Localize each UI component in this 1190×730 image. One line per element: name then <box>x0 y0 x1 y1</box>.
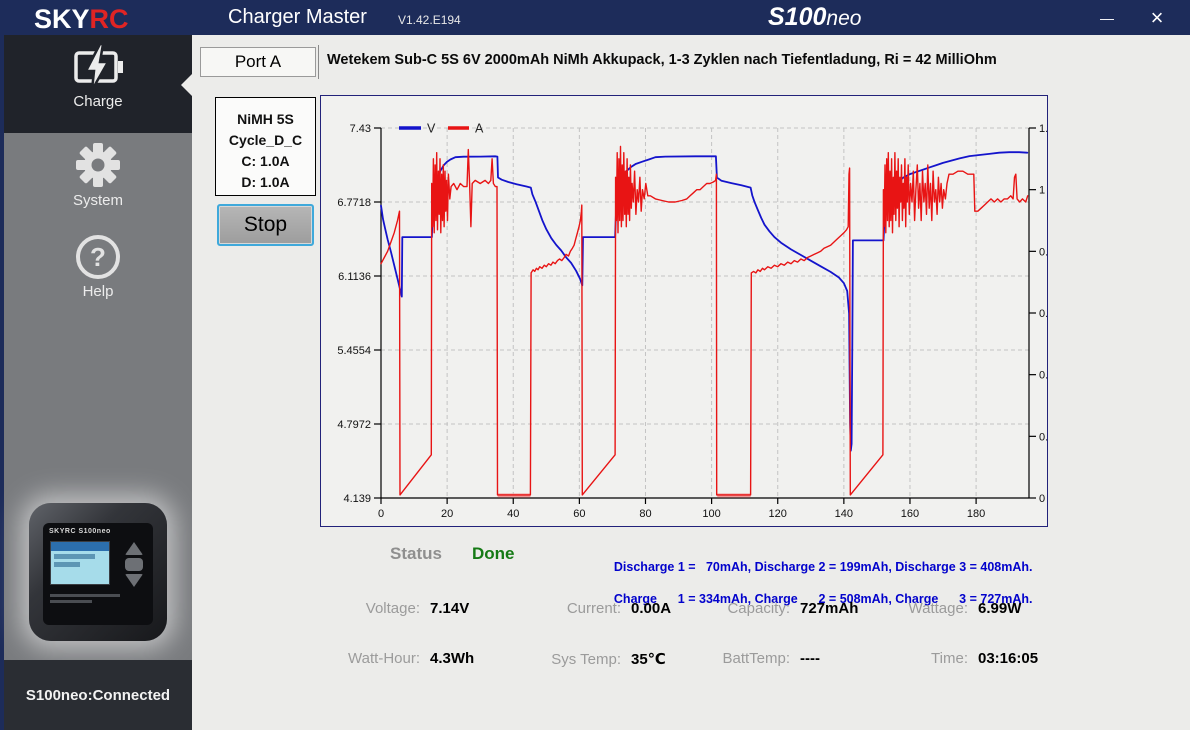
device-image: SKYRC S100neo <box>29 503 167 641</box>
charge-graph: 7.43 6.7718 6.1136 5.4554 4.7972 4.139 1.2 1 0.8… <box>320 95 1048 527</box>
connection-status-text: S100neo:Connected <box>25 686 171 704</box>
batt-temp-label: BattTemp: <box>722 650 790 667</box>
svg-text:6.1136: 6.1136 <box>338 271 371 283</box>
cycle-summary-line2: Charge 1 = 334mAh, Charge 2 = 508mAh, Ch… <box>613 592 1033 606</box>
device-lcd-screen <box>50 541 110 585</box>
svg-text:80: 80 <box>639 508 651 520</box>
capacity-label: Capacity: <box>727 600 790 617</box>
status-label: Status <box>390 544 442 563</box>
svg-text:0.2: 0.2 <box>1039 431 1047 443</box>
sys-temp-label: Sys Temp: <box>551 651 621 668</box>
svg-text:?: ? <box>90 242 106 272</box>
sidebar-item-system-label: System <box>72 192 123 209</box>
device-caption-lines <box>50 591 120 609</box>
app-title: Charger Master <box>228 6 367 28</box>
wattage-value: 6.99W <box>978 600 1022 617</box>
model-logo-bold: S100 <box>768 3 827 31</box>
svg-text:0.4: 0.4 <box>1039 370 1047 382</box>
svg-text:0.8: 0.8 <box>1039 246 1047 258</box>
metric-current: Current: 0.00A <box>491 600 671 617</box>
metric-capacity: Capacity: 727mAh <box>660 600 858 617</box>
model-logo: S100neo <box>768 3 861 32</box>
wattage-label: Wattage: <box>908 600 968 617</box>
svg-text:0: 0 <box>1039 493 1045 505</box>
sidebar: Charge System <box>0 35 192 730</box>
svg-text:20: 20 <box>441 508 453 520</box>
sidebar-item-help-label: Help <box>82 283 114 300</box>
svg-text:A: A <box>475 122 484 136</box>
skyrc-logo-rc: RC <box>89 4 129 34</box>
discharge-current-label: D: 1.0A <box>241 174 290 190</box>
connection-status-bar: S100neo:Connected <box>4 660 192 730</box>
program-mode-label: Cycle_D_C <box>228 132 303 148</box>
capacity-value: 727mAh <box>800 600 859 617</box>
program-settings-box: NiMH 5S Cycle_D_C C: 1.0A D: 1.0A <box>215 97 316 196</box>
svg-text:6.7718: 6.7718 <box>337 197 371 209</box>
charge-current-label: C: 1.0A <box>241 153 290 169</box>
sys-temp-value: 35℃ <box>631 651 666 668</box>
svg-text:160: 160 <box>901 508 919 520</box>
svg-text:V: V <box>427 122 436 136</box>
skyrc-logo: SKYRC <box>34 4 129 35</box>
svg-text:140: 140 <box>835 508 853 520</box>
voltage-value: 7.14V <box>430 600 470 617</box>
app-version: V1.42.E194 <box>398 13 461 27</box>
batt-temp-value: ---- <box>800 650 820 667</box>
header-divider <box>318 45 319 79</box>
stop-button[interactable]: Stop <box>217 204 314 246</box>
skyrc-logo-sky: SKY <box>34 4 90 34</box>
cycle-summary-line1: Discharge 1 = 70mAh, Discharge 2 = 199mA… <box>613 560 1033 574</box>
metric-batt-temp: BattTemp: ---- <box>660 650 820 667</box>
metric-time: Time: 03:16:05 <box>838 650 1038 667</box>
sidebar-item-charge-label: Charge <box>73 93 123 110</box>
metric-watt-hour: Watt-Hour: 4.3Wh <box>290 650 474 667</box>
battery-type-label: NiMH 5S <box>237 111 294 127</box>
help-icon: ? <box>76 235 120 279</box>
minimize-button[interactable]: — <box>1100 9 1114 26</box>
sidebar-item-system[interactable]: System <box>4 140 192 209</box>
svg-text:1.2: 1.2 <box>1039 123 1047 135</box>
svg-text:60: 60 <box>573 508 585 520</box>
battery-description-title: Wetekem Sub-C 5S 6V 2000mAh NiMh Akkupac… <box>327 52 997 68</box>
sidebar-item-charge[interactable]: Charge <box>4 35 192 133</box>
watt-hour-value: 4.3Wh <box>430 650 475 667</box>
cycle-summary-text: Discharge 1 = 70mAh, Discharge 2 = 199mA… <box>600 543 1033 623</box>
status-value: Done <box>472 544 515 563</box>
current-value: 0.00A <box>631 600 672 617</box>
svg-text:180: 180 <box>967 508 985 520</box>
active-nav-marker <box>181 74 192 96</box>
metric-voltage: Voltage: 7.14V <box>290 600 469 617</box>
sidebar-item-help[interactable]: ? Help <box>4 233 192 300</box>
model-logo-light: neo <box>826 7 862 30</box>
metric-sys-temp: Sys Temp: 35℃ <box>491 650 666 668</box>
time-value: 03:16:05 <box>978 650 1039 667</box>
svg-text:0.6: 0.6 <box>1039 308 1047 320</box>
device-buttons <box>123 539 145 590</box>
metric-wattage: Wattage: 6.99W <box>838 600 1022 617</box>
svg-text:4.139: 4.139 <box>343 493 371 505</box>
close-button[interactable]: × <box>1150 4 1164 30</box>
svg-text:1: 1 <box>1039 185 1045 197</box>
current-label: Current: <box>566 600 621 617</box>
tab-port-a[interactable]: Port A <box>200 47 316 77</box>
svg-text:0: 0 <box>378 508 384 520</box>
watt-hour-label: Watt-Hour: <box>348 650 420 667</box>
voltage-label: Voltage: <box>365 600 420 617</box>
svg-text:100: 100 <box>702 508 720 520</box>
device-front-panel: SKYRC S100neo <box>43 523 153 625</box>
charge-graph-svg: 7.43 6.7718 6.1136 5.4554 4.7972 4.139 1.2 1 0.8… <box>337 122 1047 521</box>
svg-text:7.43: 7.43 <box>350 123 371 135</box>
charge-battery-icon <box>74 43 123 91</box>
svg-text:120: 120 <box>769 508 787 520</box>
time-label: Time: <box>931 650 968 667</box>
svg-text:5.4554: 5.4554 <box>337 345 371 357</box>
title-bar: SKYRC Charger Master V1.42.E194 S100neo … <box>0 0 1190 35</box>
svg-text:40: 40 <box>507 508 519 520</box>
gear-icon <box>76 143 120 187</box>
device-brand-text: SKYRC S100neo <box>49 528 111 535</box>
svg-text:4.7972: 4.7972 <box>337 419 371 431</box>
